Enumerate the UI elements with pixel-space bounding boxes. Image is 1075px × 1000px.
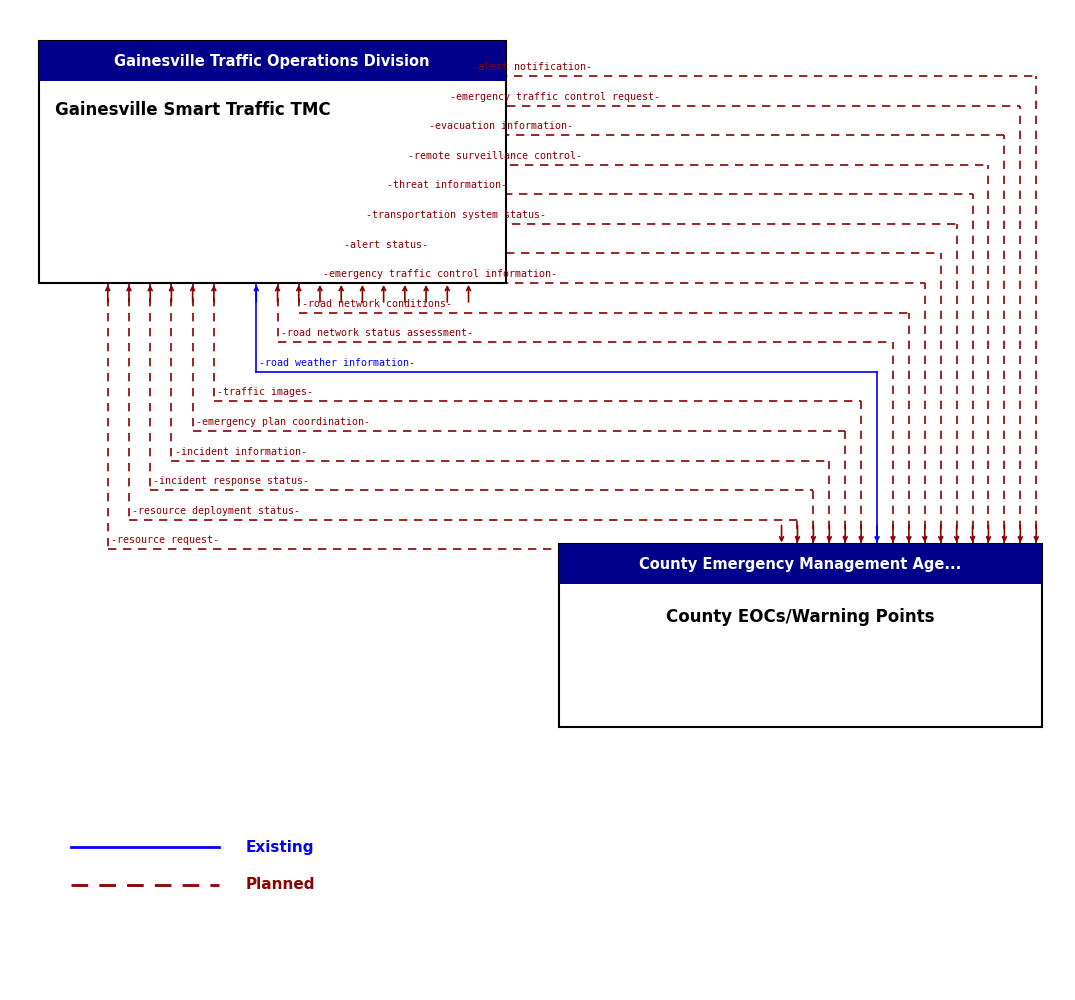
Text: -incident information-: -incident information- xyxy=(174,447,306,457)
Text: -traffic images-: -traffic images- xyxy=(217,387,313,397)
Text: Planned: Planned xyxy=(246,877,315,892)
Text: -resource deployment status-: -resource deployment status- xyxy=(132,506,300,516)
Text: -emergency plan coordination-: -emergency plan coordination- xyxy=(196,417,370,427)
Text: -road network status assessment-: -road network status assessment- xyxy=(281,328,473,338)
Text: -road network conditions-: -road network conditions- xyxy=(302,299,452,309)
Text: -emergency traffic control request-: -emergency traffic control request- xyxy=(450,92,660,102)
Text: -emergency traffic control information-: -emergency traffic control information- xyxy=(324,269,557,279)
Text: County Emergency Management Age...: County Emergency Management Age... xyxy=(639,557,961,572)
Text: -resource request-: -resource request- xyxy=(111,535,219,545)
Bar xyxy=(39,41,505,283)
Text: -remote surveillance control-: -remote surveillance control- xyxy=(408,151,582,161)
Text: -alert status-: -alert status- xyxy=(344,240,428,250)
Text: County EOCs/Warning Points: County EOCs/Warning Points xyxy=(665,608,934,626)
Text: Gainesville Traffic Operations Division: Gainesville Traffic Operations Division xyxy=(114,54,430,69)
Text: Gainesville Smart Traffic TMC: Gainesville Smart Traffic TMC xyxy=(55,101,330,119)
Text: -threat information-: -threat information- xyxy=(387,180,506,190)
Text: -transportation system status-: -transportation system status- xyxy=(366,210,546,220)
Bar xyxy=(559,544,1042,727)
Text: -road weather information-: -road weather information- xyxy=(259,358,416,368)
Bar xyxy=(559,544,1042,584)
Text: Existing: Existing xyxy=(246,840,314,855)
Text: -incident response status-: -incident response status- xyxy=(154,476,310,486)
Bar xyxy=(39,41,505,81)
Text: -alert notification-: -alert notification- xyxy=(472,62,591,72)
Text: -evacuation information-: -evacuation information- xyxy=(429,121,573,131)
